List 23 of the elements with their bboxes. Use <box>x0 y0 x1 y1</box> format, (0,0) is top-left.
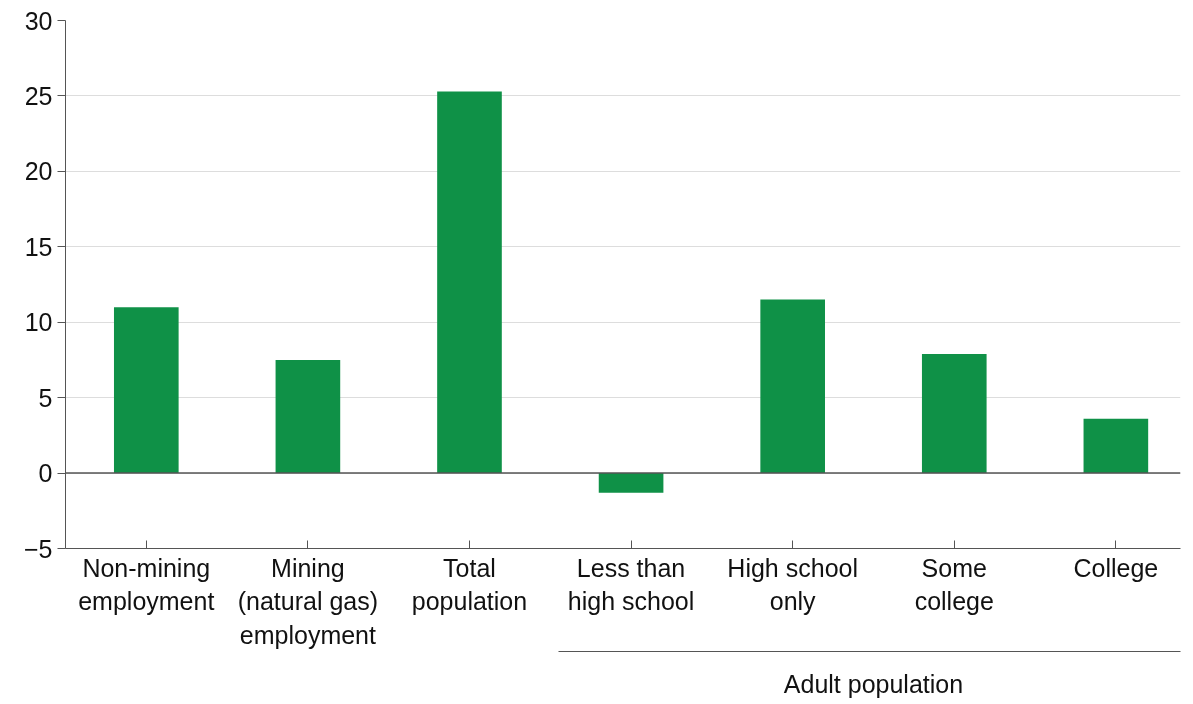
bar <box>437 91 502 474</box>
bar <box>1083 418 1149 474</box>
x-tick-label: Non-mining employment <box>78 553 215 616</box>
y-tick-label: 15 <box>24 232 53 261</box>
x-tick-label: College <box>1073 553 1159 582</box>
x-tick-label: Less than high school <box>567 553 695 616</box>
y-tick-label: 10 <box>24 308 53 337</box>
bar <box>921 353 987 474</box>
bar <box>275 359 341 474</box>
y-tick-label: 30 <box>24 6 53 35</box>
bar <box>113 307 179 474</box>
y-tick-label: 5 <box>38 383 53 412</box>
bar <box>760 299 825 474</box>
y-tick-label: 25 <box>24 81 53 110</box>
x-tick-label: Mining (natural gas) employment <box>237 553 379 649</box>
y-tick-label: 0 <box>38 459 53 488</box>
x-tick-label: High school only <box>727 553 858 616</box>
y-tick-label: 20 <box>24 157 53 186</box>
y-tick-label: −5 <box>24 534 53 563</box>
x-tick-label: Total population <box>411 553 528 616</box>
text: Adult population <box>783 669 964 698</box>
x-tick-label: Some college <box>914 553 994 616</box>
bar <box>598 473 664 493</box>
